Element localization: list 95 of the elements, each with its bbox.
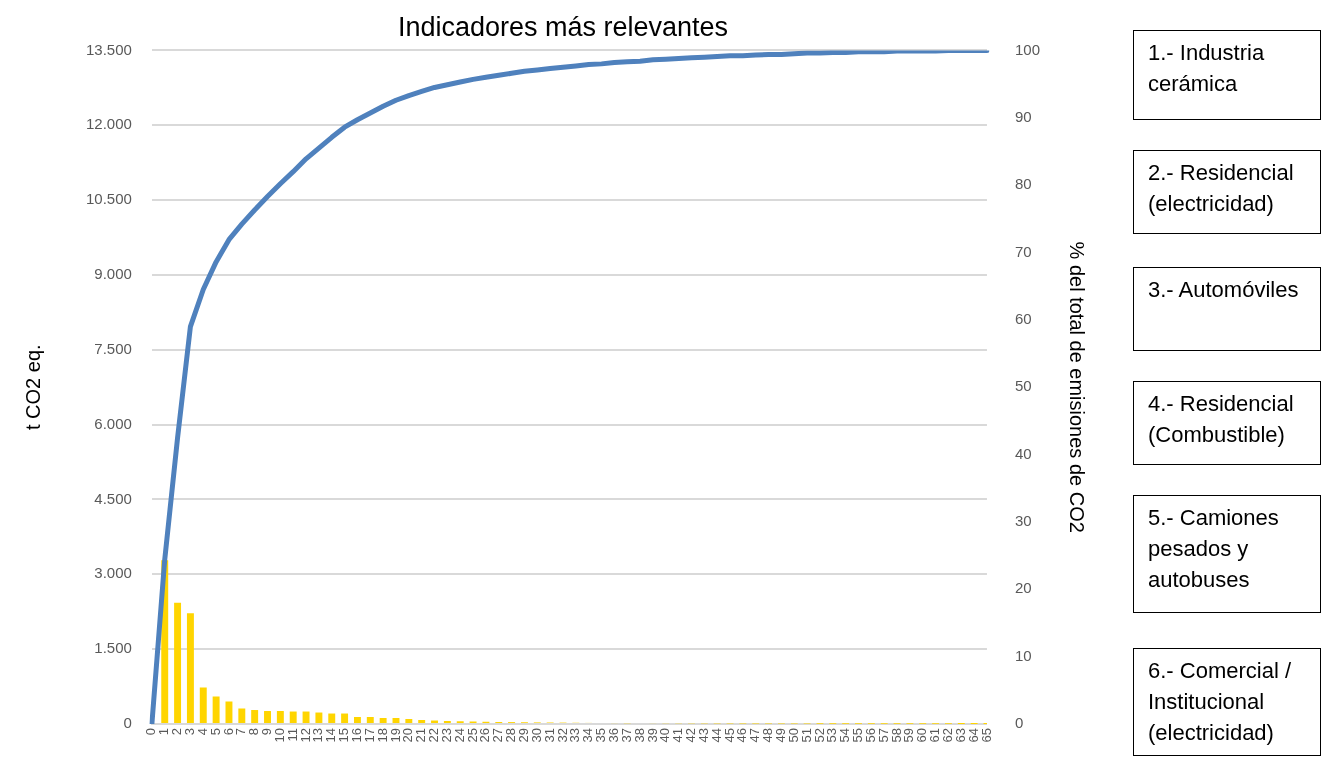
x-tick-label: 53 xyxy=(824,728,840,743)
x-tick-label: 11 xyxy=(284,728,300,742)
y-tick-label: 1.500 xyxy=(94,639,132,657)
x-tick-label: 64 xyxy=(965,728,981,743)
x-tick-label: 14 xyxy=(323,728,339,743)
bar xyxy=(405,719,413,723)
x-tick-label: 37 xyxy=(618,728,634,743)
y2-axis-title: % del total de emisiones de CO2 xyxy=(1066,241,1089,533)
x-tick-label: 38 xyxy=(631,728,647,743)
y-tick-label: 9.000 xyxy=(94,265,132,283)
x-tick-label: 27 xyxy=(490,728,506,743)
x-tick-label: 15 xyxy=(336,728,352,743)
x-tick-label: 24 xyxy=(451,728,467,743)
bar xyxy=(264,711,271,723)
x-tick-label: 57 xyxy=(875,728,891,743)
x-tick-label: 18 xyxy=(374,728,390,743)
x-tick-label: 61 xyxy=(927,728,943,743)
x-tick-label: 3 xyxy=(182,728,197,736)
y-tick-label: 13.500 xyxy=(85,40,132,58)
bar xyxy=(238,708,246,723)
x-tick-label: 33 xyxy=(567,728,583,743)
y-tick-label: 10.500 xyxy=(85,190,132,208)
bar xyxy=(225,701,233,723)
x-tick-label: 32 xyxy=(554,728,570,743)
chart-title: Indicadores más relevantes xyxy=(397,11,729,42)
bar xyxy=(353,717,361,723)
x-tick-label: 2 xyxy=(169,728,185,736)
bar xyxy=(251,710,259,723)
x-tick-label: 0 xyxy=(143,728,159,736)
x-tick-label: 28 xyxy=(503,728,519,743)
x-tick-label: 41 xyxy=(670,728,686,743)
x-tick-label: 45 xyxy=(721,728,737,743)
y2-tick-label: 10 xyxy=(1014,646,1032,664)
y2-tick-label: 90 xyxy=(1014,107,1032,125)
x-tick-label: 46 xyxy=(734,728,750,743)
text: 4.- Residencial (Combustible) xyxy=(1133,381,1321,465)
x-tick-label: 31 xyxy=(541,728,557,743)
y2-tick-label: 30 xyxy=(1014,512,1032,530)
y-tick-label: 4.500 xyxy=(94,489,132,507)
x-tick-label: 25 xyxy=(464,728,480,743)
x-tick-label: 44 xyxy=(708,728,724,743)
x-tick-label: 13 xyxy=(310,728,326,743)
bar xyxy=(418,720,426,723)
x-tick-label: 4 xyxy=(194,728,210,736)
y2-tick-label: 80 xyxy=(1014,175,1032,193)
text: 6.- Comercial / Institucional (electricidad) xyxy=(1133,648,1321,756)
x-tick-label: 47 xyxy=(747,728,763,743)
x-tick-label: 40 xyxy=(657,728,673,743)
x-tick-label: 19 xyxy=(387,728,403,743)
x-tick-label: 20 xyxy=(400,728,416,743)
y2-tick-label: 70 xyxy=(1014,242,1032,260)
bar xyxy=(341,713,349,723)
x-tick-label: 1 xyxy=(156,728,172,736)
x-tick-label: 12 xyxy=(297,728,313,743)
x-tick-label: 50 xyxy=(785,728,801,743)
bar xyxy=(379,718,387,723)
x-tick-label: 54 xyxy=(837,728,853,743)
text: 3.- Automóviles xyxy=(1133,267,1321,351)
x-tick-label: 39 xyxy=(644,728,660,743)
x-tick-label: 21 xyxy=(413,728,429,743)
y2-tick-label: 50 xyxy=(1014,377,1032,395)
x-tick-label: 51 xyxy=(798,728,814,743)
bar xyxy=(276,711,284,723)
x-tick-label: 65 xyxy=(978,728,994,743)
bar xyxy=(366,717,374,723)
x-tick-label: 7 xyxy=(233,728,249,736)
x-tick-label: 8 xyxy=(246,728,262,736)
bar xyxy=(315,712,323,723)
bar xyxy=(186,613,194,723)
y2-tick-label: 60 xyxy=(1014,309,1032,327)
y2-tick-label: 40 xyxy=(1014,444,1032,462)
bar xyxy=(302,711,310,723)
text: 2.- Residencial (electricidad) xyxy=(1133,150,1321,234)
y-tick-label: 6.000 xyxy=(94,414,132,432)
x-tick-label: 58 xyxy=(888,728,904,743)
x-tick-label: 34 xyxy=(580,728,596,743)
bar xyxy=(289,711,297,723)
x-tick-label: 6 xyxy=(220,728,236,736)
x-tick-label: 5 xyxy=(207,728,223,736)
bar xyxy=(174,602,182,723)
bar xyxy=(212,696,220,723)
text: 1.- Industria cerámica xyxy=(1133,30,1321,120)
y-axis-title: t CO2 eq. xyxy=(21,344,44,430)
y-tick-label: 12.000 xyxy=(85,115,132,133)
x-tick-label: 60 xyxy=(914,728,930,743)
text: 5.- Camiones pesados y autobuses xyxy=(1133,495,1321,613)
y2-tick-label: 100 xyxy=(1014,40,1040,58)
x-tick-label: 52 xyxy=(811,728,827,743)
y2-tick-label: 20 xyxy=(1014,579,1032,597)
bar xyxy=(328,713,336,723)
x-tick-label: 26 xyxy=(477,728,493,743)
y-tick-label: 7.500 xyxy=(94,339,132,357)
y-tick-label: 3.000 xyxy=(94,564,132,582)
x-tick-label: 59 xyxy=(901,728,917,743)
bar xyxy=(199,687,207,723)
